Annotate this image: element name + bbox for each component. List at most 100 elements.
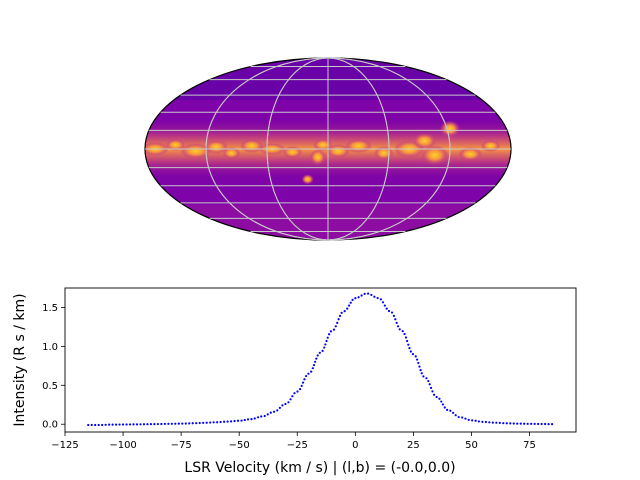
series-point [383, 304, 386, 307]
series-point [256, 416, 260, 419]
series-point [276, 409, 279, 412]
series-point [90, 423, 93, 427]
series-point [338, 314, 342, 317]
series-point [243, 418, 246, 422]
series-point [146, 423, 149, 426]
x-axis-label: LSR Velocity (km / s) | (l,b) = (-0.0,0.… [184, 460, 455, 476]
series-point [351, 298, 354, 302]
series-point [212, 421, 215, 424]
series-point [407, 343, 410, 346]
series-point [314, 360, 317, 363]
series-point [332, 328, 336, 331]
series-point [417, 361, 420, 365]
series-point [229, 420, 233, 423]
series-point [287, 401, 290, 404]
series-point [209, 421, 212, 424]
series-point [128, 423, 132, 426]
series-point [357, 296, 360, 299]
series-point [443, 406, 446, 409]
series-point [431, 390, 434, 393]
y-tick-label: 1.0 [42, 342, 58, 353]
series-point [188, 422, 191, 425]
series-point [336, 321, 339, 325]
series-point [104, 423, 107, 426]
emission-blob [480, 139, 501, 152]
series-point [156, 422, 160, 426]
series-markers [87, 292, 554, 427]
series-point [94, 423, 97, 427]
x-tick-label: −50 [229, 440, 250, 451]
series-point [324, 343, 327, 346]
series-point [454, 414, 457, 417]
series-point [298, 387, 302, 391]
emission-blob [412, 132, 437, 149]
series-point [315, 357, 318, 360]
series-point [346, 307, 349, 310]
series-point [420, 372, 423, 375]
x-tick-label: −100 [109, 440, 136, 451]
series-point [160, 422, 163, 426]
series-point [202, 421, 205, 424]
series-point [312, 363, 316, 367]
series-point [519, 422, 522, 425]
series-point [414, 355, 417, 358]
series-point [360, 294, 363, 297]
series-point [367, 292, 370, 295]
series-point [409, 350, 412, 353]
series-point [467, 418, 470, 422]
series-point [272, 410, 276, 413]
series-point [381, 301, 385, 304]
series-point [452, 411, 455, 414]
series-point [303, 378, 306, 381]
series-point [416, 358, 419, 361]
series-point [296, 390, 299, 393]
series-point [250, 418, 253, 421]
series-point [266, 413, 269, 416]
series-point [429, 386, 433, 389]
emission-blob [420, 145, 449, 166]
series-point [132, 423, 135, 426]
series-point [223, 420, 226, 423]
series-point [118, 423, 121, 426]
series-point [404, 336, 408, 339]
series-point [101, 423, 104, 427]
series-point [385, 307, 388, 310]
series-point [87, 423, 90, 427]
series-point [321, 349, 324, 353]
series-point [512, 422, 515, 425]
emission-blob [222, 147, 241, 160]
series-point [329, 330, 333, 333]
emission-blob [373, 146, 394, 161]
series-point [427, 379, 430, 383]
series-point [547, 422, 550, 426]
series-point [526, 422, 529, 425]
emission-blob [204, 139, 229, 154]
series-point [392, 314, 395, 317]
series-point [477, 420, 481, 423]
series-point [376, 296, 379, 300]
series-point [236, 419, 240, 422]
series-point [304, 374, 308, 378]
series-point [184, 422, 187, 425]
series-point [395, 321, 398, 325]
series-point [474, 419, 477, 422]
series-point [537, 422, 540, 426]
series-point [149, 423, 153, 426]
series-point [495, 421, 498, 424]
series-point [408, 347, 411, 350]
series-point [205, 421, 208, 424]
series-point [418, 365, 421, 368]
series-point [246, 418, 250, 421]
series-point [387, 309, 391, 313]
series-point [233, 419, 236, 423]
series-point [300, 384, 303, 387]
series-point [406, 339, 409, 343]
sky-meridian-line [205, 57, 451, 241]
series-point [438, 397, 441, 400]
series-point [401, 330, 404, 333]
series-point [544, 422, 547, 426]
series-point [502, 422, 505, 425]
series-point [310, 370, 313, 373]
series-point [419, 369, 422, 372]
series-point [441, 403, 445, 406]
